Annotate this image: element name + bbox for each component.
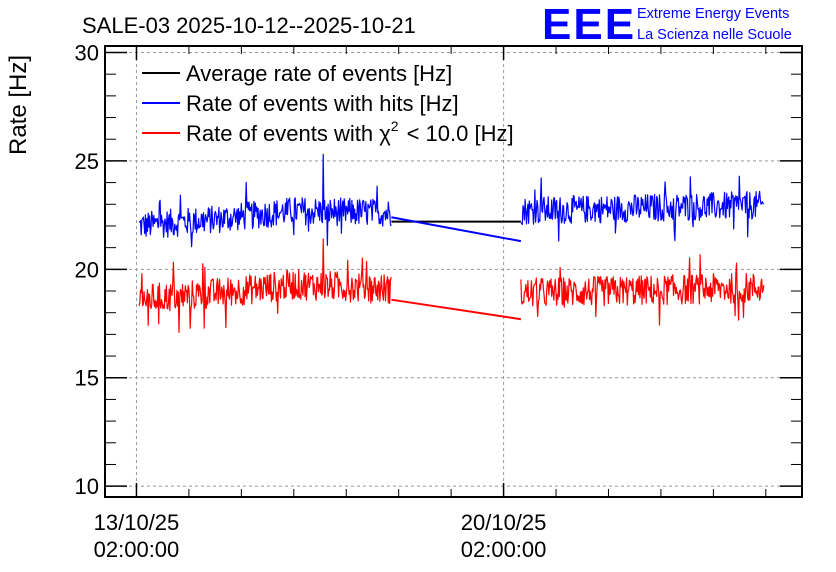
series-chi2-band xyxy=(138,238,392,333)
y-tick-label: 20 xyxy=(75,257,99,282)
series-chi2-connector xyxy=(391,298,522,321)
legend-label-chi2-rest: < 10.0 [Hz] xyxy=(407,121,514,146)
legend: Average rate of events [Hz] Rate of even… xyxy=(142,61,514,146)
y-tick-label: 30 xyxy=(75,41,99,66)
legend-label-chi2-text: Rate of events with xyxy=(186,121,373,146)
plot-frame xyxy=(104,45,803,498)
eee-logo: EEE Extreme Energy Events La Scienza nel… xyxy=(542,0,792,49)
data-series xyxy=(138,153,765,333)
logo-line-2: La Scienza nelle Scuole xyxy=(637,27,792,43)
chart-title: SALE-03 2025-10-12--2025-10-21 xyxy=(82,13,416,38)
legend-label-chi2: Rate of events with χ2 < 10.0 [Hz] xyxy=(186,118,514,146)
x-tick-label-date: 13/10/25 xyxy=(94,510,180,535)
x-tick-label-time: 02:00:00 xyxy=(461,537,547,562)
x-tick-label-date: 20/10/25 xyxy=(461,510,547,535)
y-axis-label: Rate [Hz] xyxy=(5,55,32,155)
logo-line-1: Extreme Energy Events xyxy=(637,6,789,22)
series-hits-band xyxy=(138,153,392,248)
legend-label-chi2-sup: 2 xyxy=(391,118,399,134)
legend-label-hits: Rate of events with hits [Hz] xyxy=(186,91,459,116)
axes: 101520253013/10/2502:00:0020/10/2502:00:… xyxy=(75,41,803,562)
series-chi2-band xyxy=(520,254,765,326)
x-tick-label-time: 02:00:00 xyxy=(94,537,180,562)
legend-label-average: Average rate of events [Hz] xyxy=(186,61,452,86)
grid xyxy=(105,46,802,497)
series-hits-band xyxy=(520,175,765,242)
logo-mark: EEE xyxy=(542,0,636,49)
series-hits-connector xyxy=(391,216,522,243)
y-tick-label: 15 xyxy=(75,366,99,391)
legend-label-chi2-symbol: χ xyxy=(379,121,391,146)
y-tick-label: 10 xyxy=(75,474,99,499)
y-tick-label: 25 xyxy=(75,149,99,174)
